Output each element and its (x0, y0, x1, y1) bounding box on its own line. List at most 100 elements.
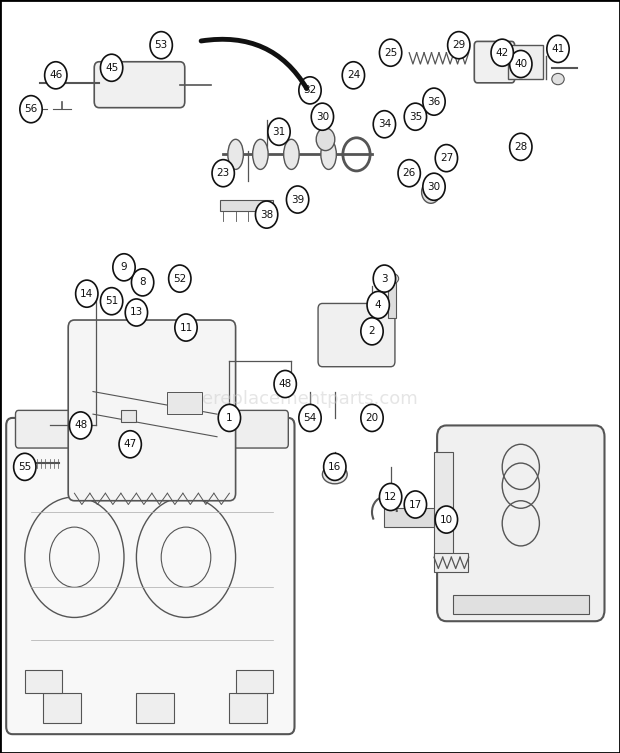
Text: 2: 2 (369, 326, 375, 337)
Circle shape (316, 128, 335, 151)
Ellipse shape (322, 465, 347, 484)
Circle shape (113, 254, 135, 281)
Text: 54: 54 (303, 413, 317, 423)
Text: 14: 14 (80, 288, 94, 299)
Text: 39: 39 (291, 194, 304, 205)
Bar (384, 508, 446, 527)
Text: 4: 4 (375, 300, 381, 310)
Circle shape (324, 453, 346, 480)
Text: 35: 35 (409, 111, 422, 122)
Circle shape (268, 118, 290, 145)
Bar (508, 45, 542, 79)
Text: 16: 16 (328, 462, 342, 472)
Text: 45: 45 (105, 62, 118, 73)
Circle shape (404, 103, 427, 130)
FancyBboxPatch shape (318, 303, 395, 367)
Bar (229, 693, 267, 723)
Text: 48: 48 (278, 379, 292, 389)
Circle shape (510, 133, 532, 160)
Text: 29: 29 (452, 40, 466, 50)
Text: 17: 17 (409, 499, 422, 510)
Circle shape (175, 314, 197, 341)
Text: 13: 13 (130, 307, 143, 318)
FancyArrowPatch shape (201, 39, 307, 88)
Circle shape (69, 412, 92, 439)
Text: 42: 42 (495, 47, 509, 58)
Ellipse shape (228, 139, 243, 169)
Circle shape (169, 265, 191, 292)
Circle shape (131, 269, 154, 296)
Circle shape (448, 32, 470, 59)
Text: 8: 8 (140, 277, 146, 288)
Text: 23: 23 (216, 168, 230, 178)
Circle shape (510, 50, 532, 78)
Text: 30: 30 (427, 181, 441, 192)
Circle shape (311, 103, 334, 130)
Circle shape (299, 404, 321, 431)
Ellipse shape (253, 139, 268, 169)
FancyBboxPatch shape (474, 41, 515, 83)
Circle shape (367, 291, 389, 319)
Circle shape (361, 318, 383, 345)
Circle shape (100, 54, 123, 81)
Circle shape (379, 483, 402, 511)
Text: 52: 52 (173, 273, 187, 284)
FancyBboxPatch shape (16, 410, 288, 448)
Bar (136, 693, 174, 723)
Text: 31: 31 (272, 127, 286, 137)
Text: 25: 25 (384, 47, 397, 58)
Circle shape (379, 39, 402, 66)
Text: ereplacementparts.com: ereplacementparts.com (202, 390, 418, 408)
Text: 9: 9 (121, 262, 127, 273)
Ellipse shape (283, 139, 299, 169)
Circle shape (547, 35, 569, 62)
Text: 55: 55 (18, 462, 32, 472)
Circle shape (435, 145, 458, 172)
Bar (434, 553, 468, 572)
Bar (43, 693, 81, 723)
Text: 38: 38 (260, 209, 273, 220)
Circle shape (299, 77, 321, 104)
Bar (453, 595, 589, 614)
Ellipse shape (552, 73, 564, 85)
Circle shape (45, 62, 67, 89)
Text: 36: 36 (427, 96, 441, 107)
Circle shape (100, 288, 123, 315)
Text: 10: 10 (440, 514, 453, 525)
Circle shape (125, 299, 148, 326)
Text: 51: 51 (105, 296, 118, 306)
Circle shape (398, 160, 420, 187)
Text: 40: 40 (514, 59, 528, 69)
Circle shape (404, 491, 427, 518)
Bar (236, 670, 273, 693)
Bar (388, 280, 396, 318)
Ellipse shape (17, 453, 29, 473)
Text: 46: 46 (49, 70, 63, 81)
Circle shape (150, 32, 172, 59)
Bar (167, 392, 202, 414)
Circle shape (373, 265, 396, 292)
Circle shape (76, 280, 98, 307)
Circle shape (423, 173, 445, 200)
Text: 28: 28 (514, 142, 528, 152)
Ellipse shape (321, 139, 336, 169)
Circle shape (20, 96, 42, 123)
Circle shape (423, 88, 445, 115)
Circle shape (274, 370, 296, 398)
Bar (121, 410, 136, 422)
Circle shape (435, 506, 458, 533)
Text: 3: 3 (381, 273, 388, 284)
Circle shape (361, 404, 383, 431)
FancyBboxPatch shape (437, 425, 604, 621)
Circle shape (14, 453, 36, 480)
Circle shape (218, 404, 241, 431)
Text: 26: 26 (402, 168, 416, 178)
Text: 24: 24 (347, 70, 360, 81)
Text: 30: 30 (316, 111, 329, 122)
Bar (434, 452, 453, 557)
Circle shape (491, 39, 513, 66)
Text: 27: 27 (440, 153, 453, 163)
Bar (220, 200, 273, 211)
Circle shape (286, 186, 309, 213)
Text: 32: 32 (303, 85, 317, 96)
